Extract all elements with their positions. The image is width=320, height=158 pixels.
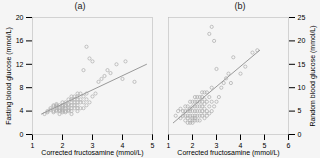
svg-text:5: 5 — [262, 142, 267, 150]
svg-text:4: 4 — [20, 107, 24, 114]
svg-text:12: 12 — [16, 61, 24, 68]
svg-text:3: 3 — [214, 142, 219, 150]
html-text:(a): (a) — [74, 1, 86, 11]
svg-text:0: 0 — [20, 131, 24, 138]
svg-text:0: 0 — [298, 131, 302, 138]
svg-text:Fasting blood glucose (mmol/L): Fasting blood glucose (mmol/L) — [5, 27, 13, 125]
svg-text:10: 10 — [298, 84, 306, 91]
svg-text:20: 20 — [298, 37, 306, 44]
svg-text:2: 2 — [60, 142, 65, 150]
svg-text:8: 8 — [20, 84, 24, 91]
svg-text:Random blood glucose (mmol/L): Random blood glucose (mmol/L) — [309, 25, 317, 126]
svg-text:4: 4 — [120, 142, 125, 150]
svg-text:5: 5 — [151, 142, 155, 149]
svg-text:2: 2 — [190, 142, 195, 150]
svg-text:1: 1 — [31, 142, 35, 149]
svg-text:1: 1 — [167, 142, 171, 149]
svg-text:Corrected fructosamine (mmol/L: Corrected fructosamine (mmol/L) — [41, 149, 143, 157]
svg-text:20: 20 — [16, 14, 24, 21]
svg-text:15: 15 — [298, 61, 306, 68]
svg-text:3: 3 — [90, 142, 95, 150]
svg-text:6: 6 — [287, 142, 291, 149]
html-text:(b): (b) — [234, 1, 246, 11]
svg-text:4: 4 — [238, 142, 243, 150]
svg-text:5: 5 — [298, 107, 302, 114]
svg-text:25: 25 — [298, 14, 306, 21]
svg-text:Corrected fructosamine (mmol/L: Corrected fructosamine (mmol/L) — [177, 149, 279, 157]
svg-text:16: 16 — [16, 37, 24, 44]
